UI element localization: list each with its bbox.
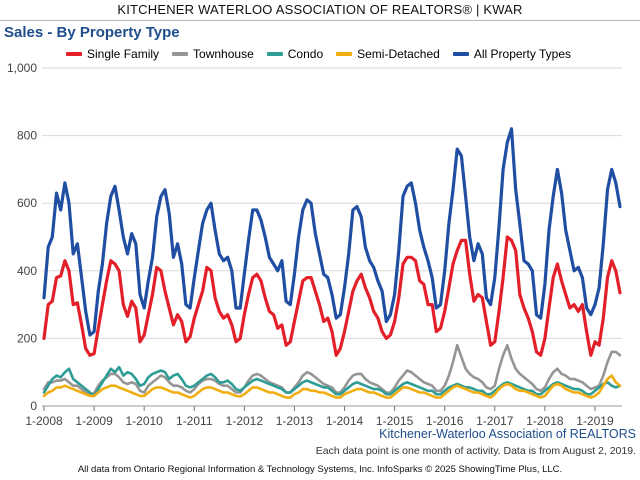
y-tick-label: 0 <box>30 399 37 413</box>
legend-item-single-family: Single Family <box>66 47 159 61</box>
legend-swatch-single-family <box>66 52 82 56</box>
data-note: Each data point is one month of activity… <box>315 445 636 457</box>
x-tick-label: 1-2008 <box>25 414 63 428</box>
chart-title: Sales - By Property Type <box>4 24 180 41</box>
legend-label-semi-detached: Semi-Detached <box>357 47 440 61</box>
y-tick-label: 800 <box>17 129 37 143</box>
x-tick-label: 1-2013 <box>276 414 314 428</box>
x-tick-label: 1-2017 <box>476 414 514 428</box>
x-tick-label: 1-2016 <box>426 414 464 428</box>
legend-swatch-all-property-types <box>452 52 469 56</box>
y-tick-label: 200 <box>17 331 37 345</box>
header-banner: KITCHENER WATERLOO ASSOCIATION OF REALTO… <box>0 0 640 21</box>
legend-swatch-semi-detached <box>336 52 353 56</box>
series-line-single-family <box>42 235 622 357</box>
x-tick-label: 1-2012 <box>226 414 264 428</box>
x-tick-label: 1-2019 <box>576 414 614 428</box>
legend-swatch-townhouse <box>172 52 189 56</box>
y-tick-label: 400 <box>17 264 37 278</box>
legend-item-all-property-types: All Property Types <box>452 47 571 61</box>
x-tick-label: 1-2014 <box>326 414 364 428</box>
legend-label-townhouse: Townhouse <box>193 47 254 61</box>
series-line-all-property-types <box>42 127 622 337</box>
legend-label-single-family: Single Family <box>87 47 160 61</box>
legend-label-condo: Condo <box>287 47 324 61</box>
chart-legend: Single Family Townhouse Condo Semi-Detac… <box>66 47 584 61</box>
series-line-condo <box>42 365 622 398</box>
legend-swatch-condo <box>266 52 283 56</box>
x-tick-label: 1-2018 <box>526 414 564 428</box>
x-tick-label: 1-2015 <box>376 414 414 428</box>
source-attribution: All data from Ontario Regional Informati… <box>77 464 563 475</box>
legend-item-semi-detached: Semi-Detached <box>336 47 440 61</box>
series-line-semi-detached <box>42 374 622 399</box>
x-tick-label: 1-2009 <box>75 414 113 428</box>
series-line-townhouse <box>42 343 622 396</box>
legend-label-all-property-types: All Property Types <box>473 47 571 61</box>
y-tick-label: 1,000 <box>7 61 37 75</box>
y-tick-label: 600 <box>17 196 37 210</box>
legend-item-townhouse: Townhouse <box>172 47 254 61</box>
x-tick-label: 1-2011 <box>176 414 213 428</box>
legend-item-condo: Condo <box>266 47 324 61</box>
x-tick-label: 1-2010 <box>125 414 163 428</box>
organization-label: Kitchener-Waterloo Association of REALTO… <box>379 427 636 441</box>
